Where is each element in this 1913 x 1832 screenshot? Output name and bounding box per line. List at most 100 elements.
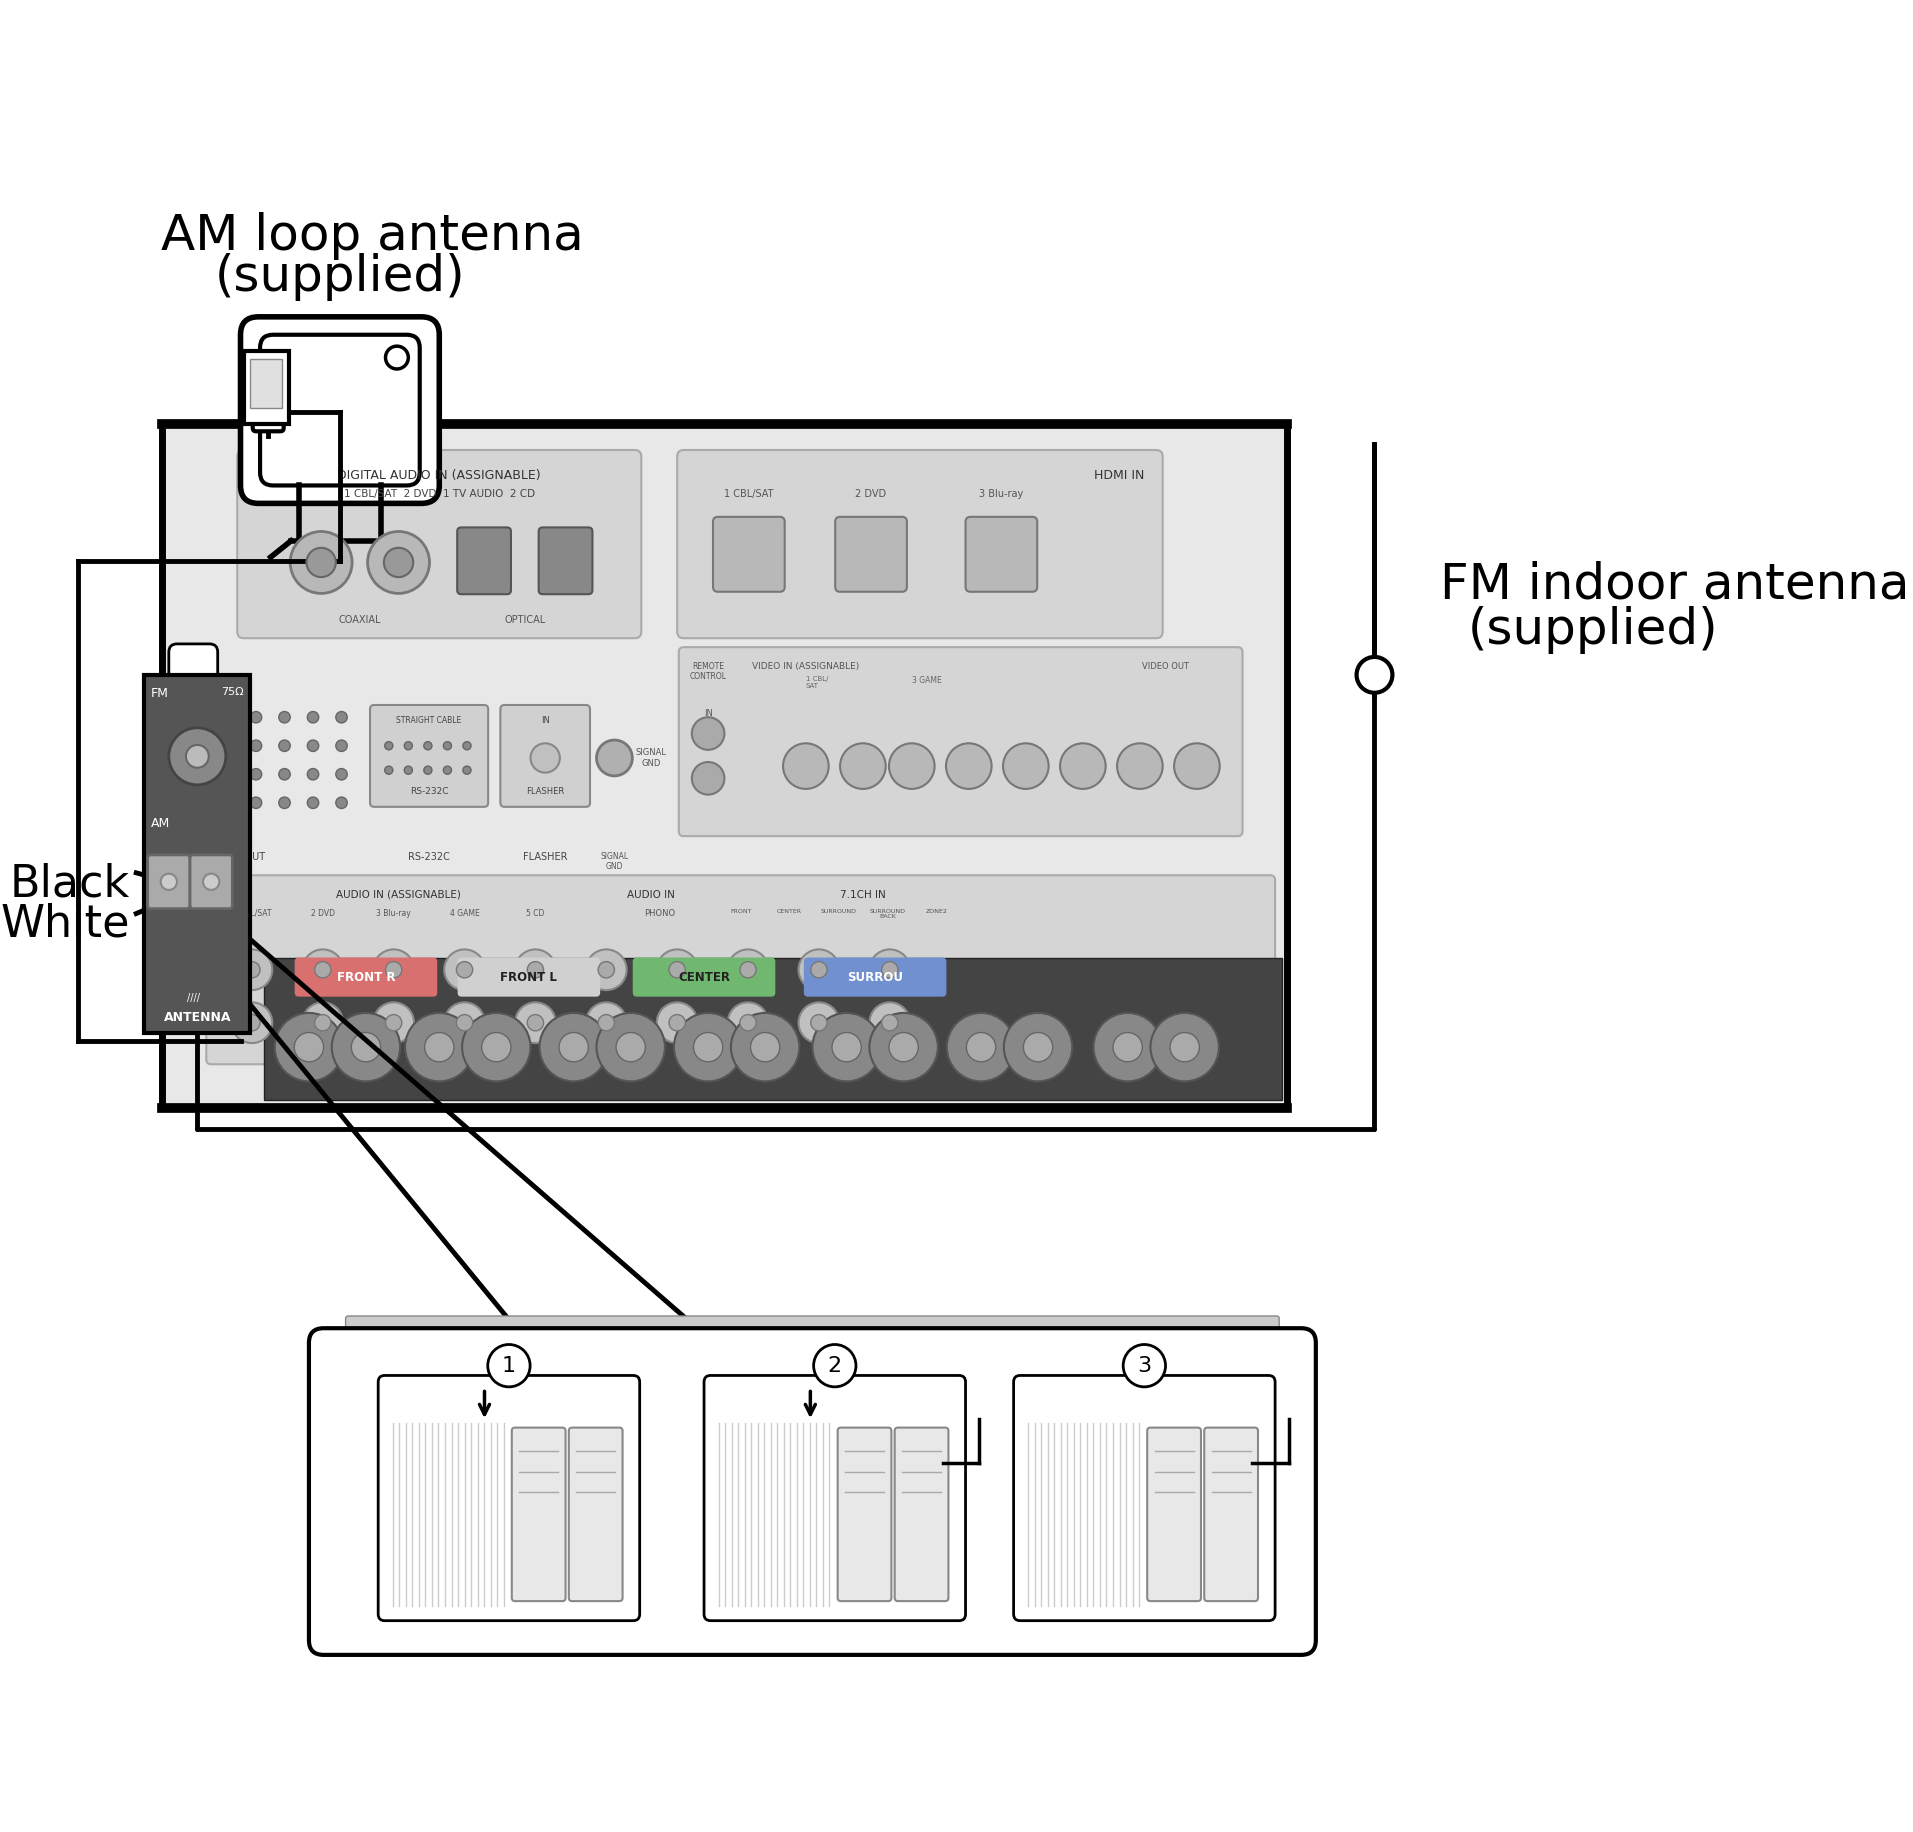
Circle shape [275,1013,342,1081]
Text: VIDEO IN (ASSIGNABLE): VIDEO IN (ASSIGNABLE) [752,661,859,671]
Circle shape [367,531,430,594]
FancyBboxPatch shape [308,1328,1316,1654]
Circle shape [279,740,291,751]
Circle shape [291,531,352,594]
FancyBboxPatch shape [895,1427,949,1601]
Circle shape [869,1013,937,1081]
Circle shape [425,1033,453,1063]
Circle shape [515,1002,557,1042]
Circle shape [314,962,331,978]
Circle shape [1117,744,1163,790]
Circle shape [597,1013,666,1081]
Circle shape [386,962,402,978]
FancyBboxPatch shape [836,517,907,592]
Circle shape [404,742,413,749]
Circle shape [406,1013,474,1081]
Circle shape [161,874,178,890]
Circle shape [306,548,337,577]
Text: RS-232C: RS-232C [409,788,448,797]
Circle shape [947,1013,1016,1081]
Circle shape [966,1033,995,1063]
Circle shape [599,1015,614,1031]
Text: SURROUND
BACK: SURROUND BACK [869,909,905,920]
Text: (supplied): (supplied) [1467,606,1718,654]
Circle shape [1113,1033,1142,1063]
Circle shape [231,1002,272,1042]
Circle shape [693,762,725,795]
Circle shape [515,949,557,989]
Text: ANTENNA: ANTENNA [165,1011,231,1024]
Circle shape [203,874,220,890]
Circle shape [373,1002,413,1042]
Circle shape [425,766,432,775]
Circle shape [425,742,432,749]
Circle shape [385,548,413,577]
FancyBboxPatch shape [457,528,511,594]
Text: SIGNAL
GND: SIGNAL GND [601,852,629,870]
Text: L: L [222,969,230,978]
Text: FLASHER: FLASHER [522,852,568,861]
Bar [251,359,281,409]
Circle shape [279,711,291,724]
Circle shape [337,740,348,751]
Text: 1 CBL/SAT: 1 CBL/SAT [233,909,272,918]
Circle shape [1002,744,1048,790]
Circle shape [463,1013,530,1081]
Circle shape [811,1015,826,1031]
Circle shape [457,1015,473,1031]
Text: SIGNAL
GND: SIGNAL GND [635,747,666,768]
Circle shape [444,949,484,989]
Circle shape [811,962,826,978]
Circle shape [559,1033,589,1063]
Circle shape [231,949,272,989]
FancyBboxPatch shape [803,958,947,997]
FancyBboxPatch shape [253,379,283,431]
Circle shape [404,766,413,775]
Text: 5 CD: 5 CD [526,909,545,918]
FancyBboxPatch shape [1014,1376,1276,1621]
Circle shape [251,740,262,751]
FancyBboxPatch shape [147,856,189,909]
Text: OPTICAL: OPTICAL [505,616,545,625]
Circle shape [482,1033,511,1063]
Circle shape [308,769,319,780]
Text: FLASHER: FLASHER [526,788,564,797]
Circle shape [331,1013,400,1081]
FancyBboxPatch shape [539,528,593,594]
Text: STRAIGHT CABLE: STRAIGHT CABLE [396,716,461,725]
Circle shape [1004,1013,1073,1081]
Circle shape [1123,1345,1165,1387]
Text: 4 GAME: 4 GAME [450,909,480,918]
Text: PHONO: PHONO [643,909,675,918]
Circle shape [444,766,451,775]
Circle shape [670,1015,685,1031]
Circle shape [1171,1033,1199,1063]
Circle shape [599,962,614,978]
Circle shape [488,1345,530,1387]
Circle shape [840,744,886,790]
Text: DIGITAL AUDIO IN (ASSIGNABLE): DIGITAL AUDIO IN (ASSIGNABLE) [337,469,541,482]
Circle shape [251,797,262,808]
FancyBboxPatch shape [513,1427,566,1601]
Circle shape [463,742,471,749]
Text: REMOTE
CONTROL: REMOTE CONTROL [689,661,727,682]
Circle shape [1023,1033,1052,1063]
Circle shape [813,1345,855,1387]
FancyBboxPatch shape [568,1427,622,1601]
Circle shape [528,1015,543,1031]
Bar [143,674,251,1033]
Text: FRONT L: FRONT L [501,971,557,984]
Text: FM indoor antenna: FM indoor antenna [1440,561,1909,608]
Text: 7.1CH IN: 7.1CH IN [840,890,886,900]
Circle shape [693,716,725,749]
Circle shape [1060,744,1106,790]
Text: IN: IN [704,709,712,718]
Circle shape [279,769,291,780]
Circle shape [813,1013,880,1081]
Circle shape [656,1002,698,1042]
Circle shape [337,769,348,780]
Text: RS-232C: RS-232C [407,852,450,861]
Text: (supplied): (supplied) [214,253,465,300]
Circle shape [457,962,473,978]
Text: White: White [0,903,130,945]
